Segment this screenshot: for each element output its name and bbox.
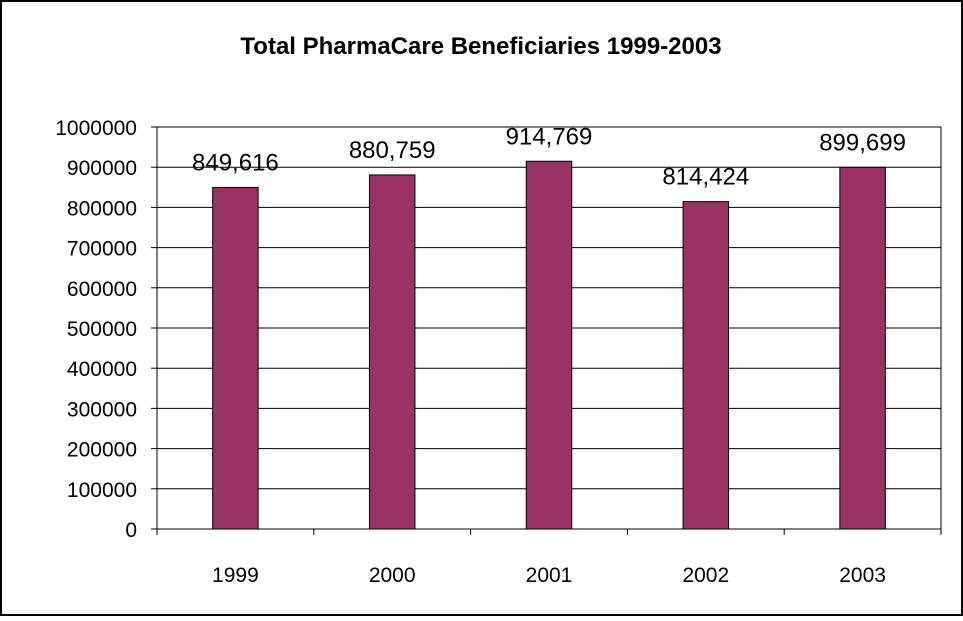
labels: 0 100000 200000 300000 400000 500000 600000 700… bbox=[55, 117, 906, 587]
x-category-label: 2002 bbox=[682, 564, 729, 587]
x-category-label: 2001 bbox=[526, 564, 573, 587]
y-tick-label: 500000 bbox=[67, 318, 137, 341]
data-label-2001: 914,769 bbox=[506, 123, 593, 150]
data-label-2003: 899,699 bbox=[819, 129, 906, 156]
y-tick-label: 700000 bbox=[67, 238, 137, 261]
data-label-1999: 849,616 bbox=[192, 149, 279, 176]
y-tick-label: 0 bbox=[125, 519, 137, 542]
y-tick-label: 900000 bbox=[67, 157, 137, 180]
x-category-label: 2003 bbox=[839, 564, 886, 587]
chart-title: Total PharmaCare Beneficiaries 1999-2003 bbox=[240, 33, 721, 60]
axes bbox=[151, 126, 942, 535]
y-tick-label: 600000 bbox=[67, 278, 137, 301]
y-tick-label: 200000 bbox=[67, 439, 137, 462]
x-category-label: 1999 bbox=[212, 564, 259, 587]
data-label-2000: 880,759 bbox=[349, 137, 436, 164]
bar-2003 bbox=[839, 166, 886, 530]
y-tick-label: 800000 bbox=[67, 197, 137, 220]
bar-2002 bbox=[682, 201, 730, 530]
bars bbox=[212, 160, 886, 530]
data-label-2002: 814,424 bbox=[662, 164, 749, 191]
y-tick-label: 100000 bbox=[67, 479, 137, 502]
x-category-label: 2000 bbox=[369, 564, 416, 587]
bar-2000 bbox=[368, 174, 416, 530]
y-tick-label: 300000 bbox=[67, 398, 137, 421]
y-tick-label: 400000 bbox=[67, 358, 137, 381]
bar-1999 bbox=[212, 186, 259, 530]
bar-2001 bbox=[525, 160, 573, 530]
y-tick-label: 1000000 bbox=[55, 117, 137, 140]
